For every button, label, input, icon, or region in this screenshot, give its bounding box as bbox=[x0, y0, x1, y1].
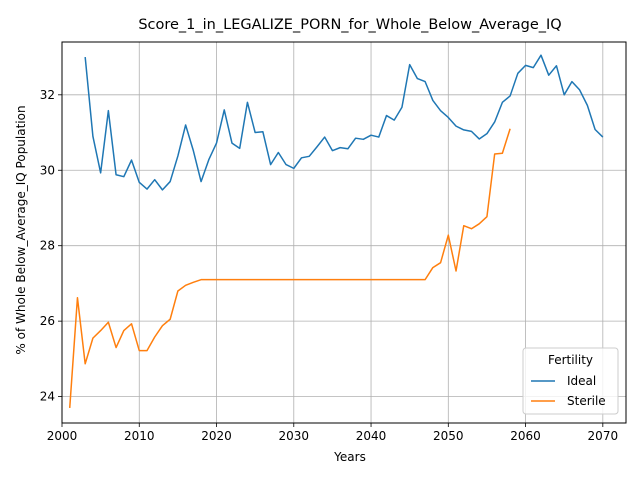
x-tick-label: 2050 bbox=[433, 429, 464, 443]
plot-frame bbox=[61, 41, 627, 424]
legend-label-sterile: Sterile bbox=[567, 394, 606, 408]
ticks-layer: 2000 2010 2020 2030 2040 2050 2060 2070 24 26 28 30… bbox=[40, 88, 618, 443]
y-tick-label: 32 bbox=[40, 88, 55, 102]
x-tick-label: 2030 bbox=[279, 429, 310, 443]
y-axis-title: % of Whole Below_Average_IQ Population bbox=[14, 105, 28, 354]
grid-layer bbox=[61, 42, 626, 423]
x-tick-label: 2020 bbox=[201, 429, 232, 443]
legend-label-ideal: Ideal bbox=[567, 374, 596, 388]
y-tick-label: 24 bbox=[40, 390, 55, 404]
x-tick-label: 2060 bbox=[510, 429, 541, 443]
y-tick-label: 28 bbox=[40, 239, 55, 253]
y-tick-label: 26 bbox=[40, 314, 55, 328]
legend-box bbox=[522, 347, 619, 415]
x-tick-label: 2000 bbox=[47, 429, 78, 443]
legend-title: Fertility bbox=[548, 353, 593, 367]
series-line-ideal bbox=[84, 54, 604, 191]
series-layer bbox=[68, 54, 604, 408]
legend: Fertility Ideal Sterile bbox=[522, 347, 619, 415]
x-tick-label: 2070 bbox=[588, 429, 619, 443]
x-tick-label: 2010 bbox=[124, 429, 155, 443]
x-tick-label: 2040 bbox=[356, 429, 387, 443]
series-line-sterile bbox=[68, 128, 511, 408]
chart-title: Score_1_in_LEGALIZE_PORN_for_Whole_Below… bbox=[138, 17, 561, 33]
y-tick-label: 30 bbox=[40, 163, 55, 177]
x-axis-title: Years bbox=[333, 450, 366, 464]
